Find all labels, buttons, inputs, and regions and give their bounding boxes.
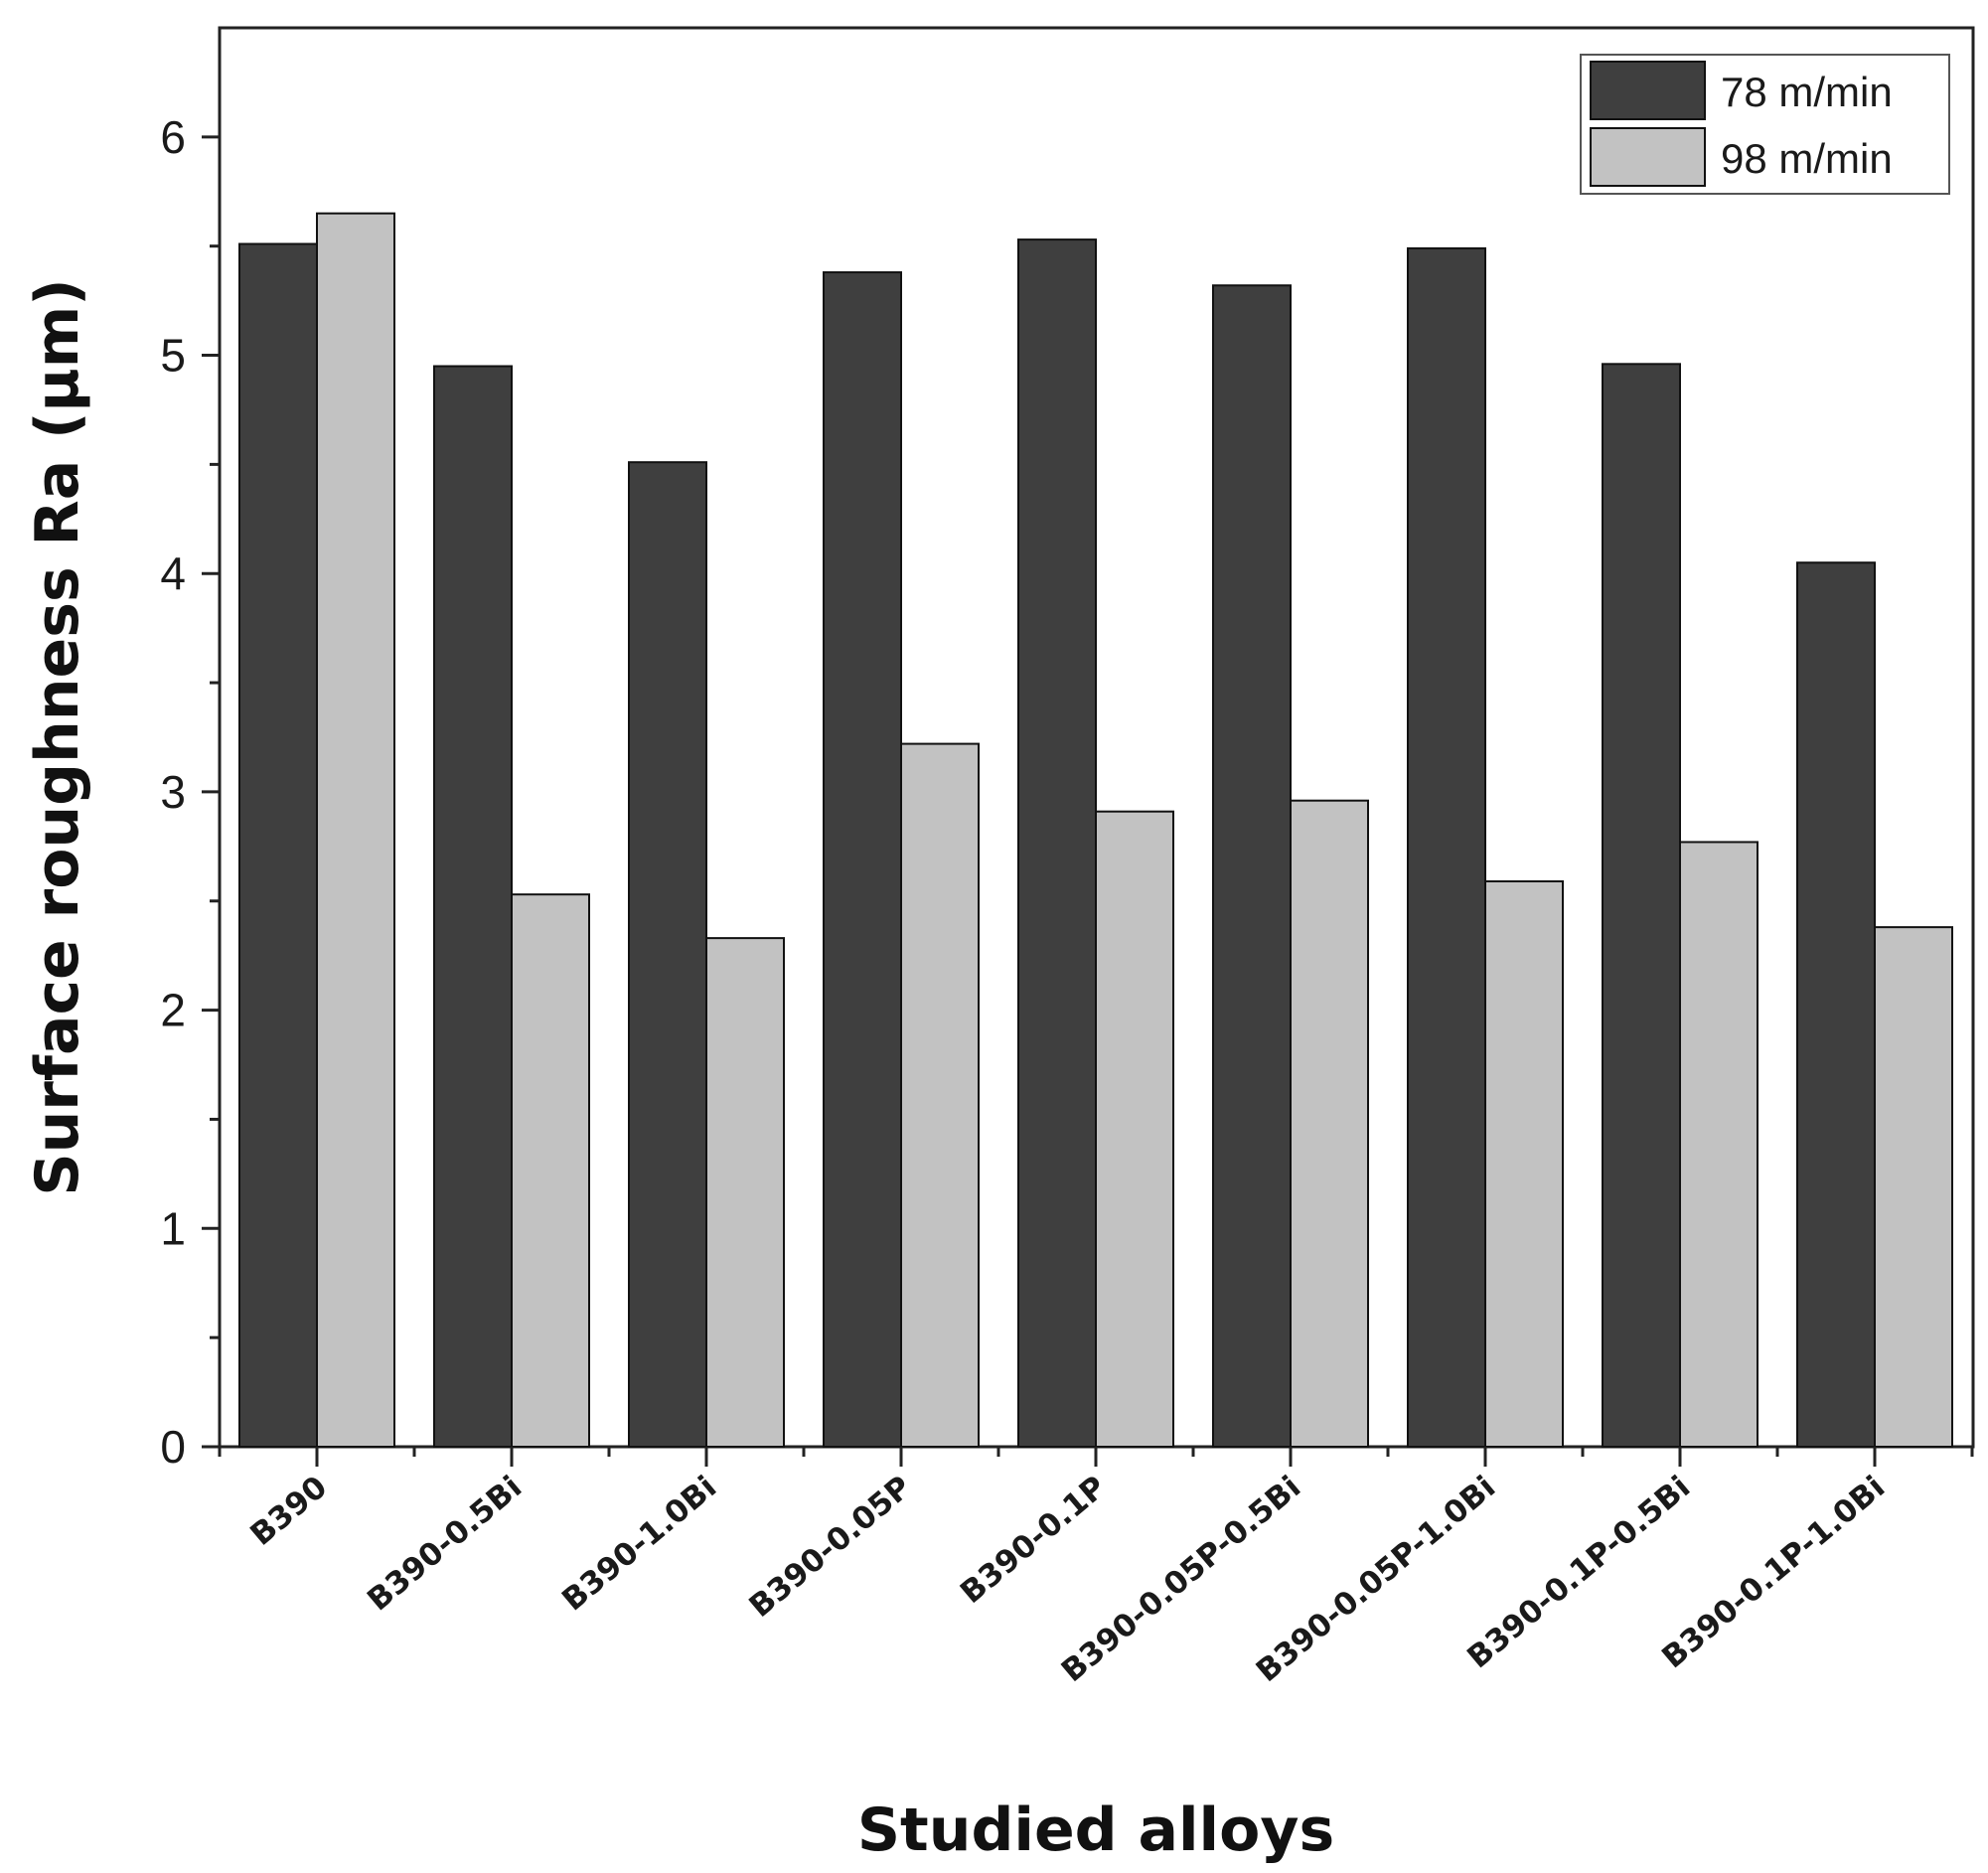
bar-B390-0.1P-0.5Bi-98m-min <box>1679 841 1759 1448</box>
y-axis-title: Surface roughness Ra (µm) <box>23 278 92 1195</box>
bar-B390-0.05P-98m-min <box>900 742 980 1448</box>
y-tick-label: 1 <box>160 1202 186 1254</box>
bar-B390-0.05P-1.0Bi-98m-min <box>1484 879 1564 1448</box>
bar-B390-0.05P-0.5Bi-78m-min <box>1212 284 1292 1448</box>
y-tick-label: 4 <box>160 547 186 599</box>
x-tick-label: B390-1.0Bi <box>555 1470 723 1619</box>
bar-B390-1.0Bi-78m-min <box>628 461 707 1448</box>
bar-B390-0.05P-1.0Bi-78m-min <box>1407 246 1486 1448</box>
legend: 78 m/min 98 m/min <box>1580 54 1950 195</box>
bar-B390-0.1P-1.0Bi-78m-min <box>1796 561 1876 1448</box>
bar-B390-0.1P-1.0Bi-98m-min <box>1874 926 1953 1448</box>
y-tick-label: 5 <box>160 330 186 382</box>
bar-B390-0.1P-0.5Bi-78m-min <box>1602 363 1681 1448</box>
y-tick-label: 6 <box>160 111 186 163</box>
legend-label-78: 78 m/min <box>1721 69 1893 115</box>
bar-B390-1.0Bi-98m-min <box>705 937 785 1449</box>
legend-swatch-98 <box>1590 127 1706 187</box>
x-axis-title: Studied alloys <box>857 1795 1334 1865</box>
y-axis: 0 1 2 3 4 5 6 <box>160 111 220 1473</box>
legend-label-98: 98 m/min <box>1721 135 1893 182</box>
x-tick-label: B390-0.05P <box>742 1470 918 1625</box>
x-tick-label: B390-0.1P <box>954 1470 1113 1612</box>
x-tick-label: B390-0.5Bi <box>361 1470 529 1619</box>
bar-B390-0.5Bi-98m-min <box>511 893 590 1448</box>
y-tick-label: 2 <box>160 985 186 1036</box>
bar-B390-98m-min <box>316 212 395 1449</box>
bars-layer <box>238 212 1953 1449</box>
bar-B390-0.1P-98m-min <box>1095 810 1174 1448</box>
legend-swatch-78 <box>1590 61 1706 120</box>
x-tick-label: B390 <box>243 1470 334 1553</box>
bar-B390-0.1P-78m-min <box>1017 238 1097 1448</box>
bar-B390-0.05P-78m-min <box>823 271 902 1448</box>
bar-B390-0.5Bi-78m-min <box>433 365 513 1448</box>
x-axis: B390 B390-0.5Bi B390-1.0Bi B390-0.05P B390-0… <box>218 1447 1974 1689</box>
y-tick-label: 0 <box>160 1421 186 1473</box>
bar-B390-0.05P-0.5Bi-98m-min <box>1290 799 1369 1448</box>
y-tick-label: 3 <box>160 766 186 818</box>
bar-B390-78m-min <box>238 242 318 1449</box>
